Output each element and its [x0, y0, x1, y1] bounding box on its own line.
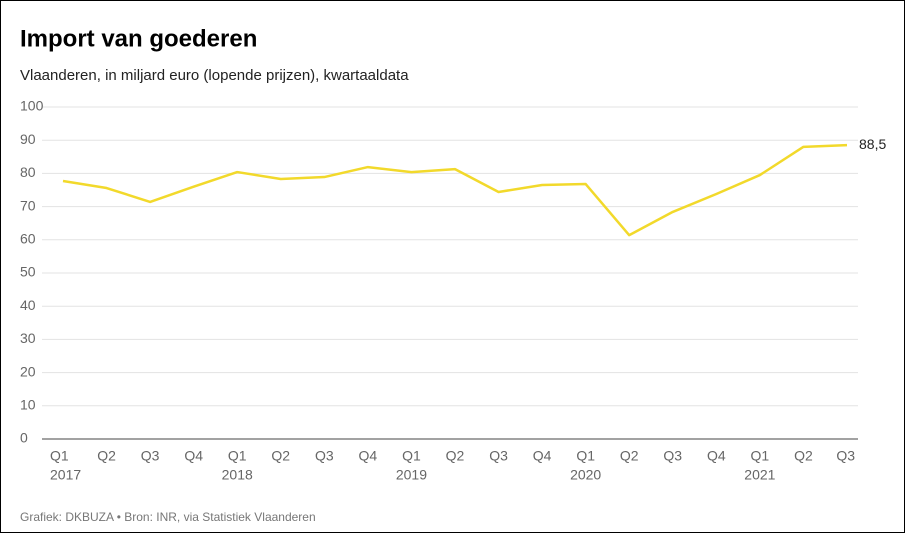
chart-title: Import van goederen [20, 25, 257, 52]
x-tick-label: Q3 [141, 448, 160, 464]
x-tick-label: Q2 [794, 448, 813, 464]
x-tick-label: Q2 [97, 448, 116, 464]
x-tick-label: Q1 [402, 448, 421, 464]
x-tick-label: Q4 [707, 448, 726, 464]
line [62, 143, 848, 237]
x-tick-label: Q2 [446, 448, 465, 464]
y-tick-label: 0 [20, 430, 28, 446]
source: Grafiek: DKBUZA • Bron: INR, via Statist… [20, 510, 316, 524]
y-tick-label: 80 [20, 164, 36, 180]
y-tick-label: 10 [20, 397, 36, 413]
y-tick-label: 40 [20, 297, 36, 313]
x-tick-label: Q4 [359, 448, 378, 464]
y-tick-label: 20 [20, 363, 36, 379]
x-tick-label: Q4 [184, 448, 203, 464]
y-tick-label: 30 [20, 330, 36, 346]
x-year-label: 2018 [222, 467, 253, 483]
x-tick-label: Q1 [576, 448, 595, 464]
x-tick-label: Q1 [751, 448, 770, 464]
value-label: 88,5 [859, 136, 886, 152]
x-year-label: 2019 [396, 467, 427, 483]
x-tick-label: Q3 [836, 448, 855, 464]
x-tick-label: Q1 [50, 448, 69, 464]
x-tick-label: Q3 [489, 448, 508, 464]
x-year-label: 2020 [570, 467, 601, 483]
x-tick-label: Q2 [271, 448, 290, 464]
x-tick-label: Q3 [315, 448, 334, 464]
x-tick-label: Q1 [228, 448, 247, 464]
y-tick-label: 90 [20, 131, 36, 147]
x-tick-label: Q4 [533, 448, 552, 464]
x-tick-label: Q2 [620, 448, 639, 464]
y-tick-label: 70 [20, 197, 36, 213]
x-year-label: 2021 [744, 467, 775, 483]
chart-subtitle: Vlaanderen, in miljard euro (lopende pri… [20, 67, 409, 84]
x-tick-label: Q3 [663, 448, 682, 464]
y-tick-label: 50 [20, 264, 36, 280]
y-tick-label: 60 [20, 231, 36, 247]
y-tick-label: 100 [20, 98, 44, 114]
x-year-label: 2017 [50, 467, 81, 483]
